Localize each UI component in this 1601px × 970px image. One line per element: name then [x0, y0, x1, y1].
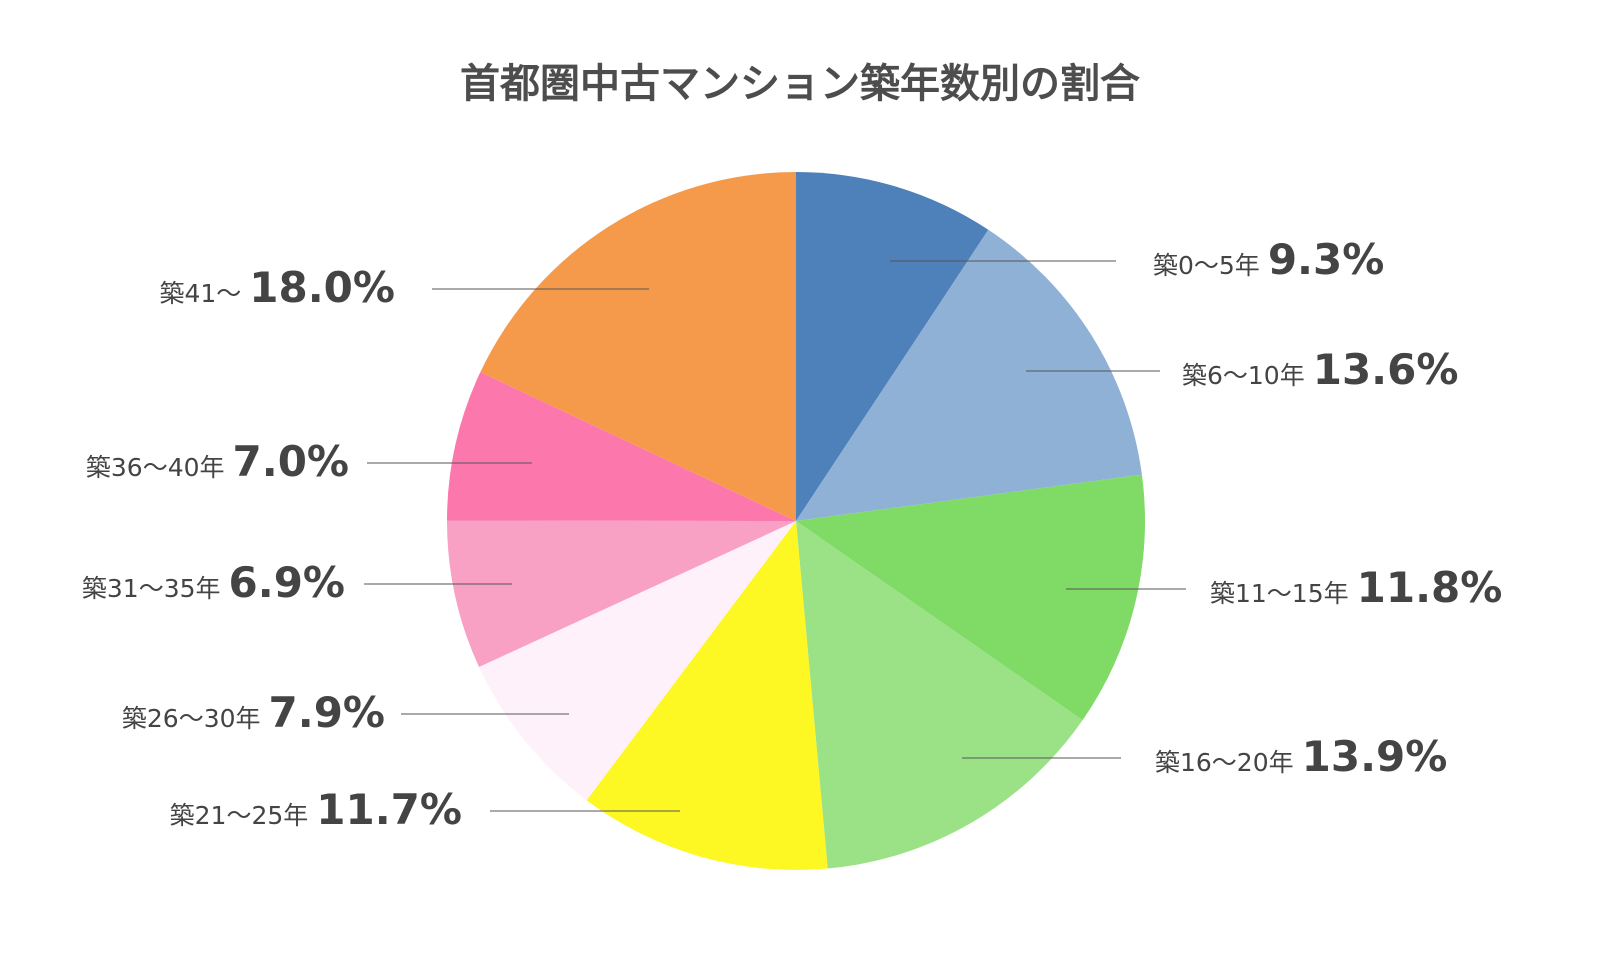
pie-slice-36-40: [447, 372, 796, 521]
pie-slice-21-25: [586, 521, 828, 871]
slice-labels: 築0〜5年 9.3% 築6〜10年 13.6% 築11〜15年 11.8% 築16〜20年 1…: [82, 235, 1502, 834]
category-label-0-5: 築0〜5年: [1153, 251, 1260, 280]
pie-slice-6-10: [796, 229, 1142, 522]
pie-slice-31-35: [446, 520, 796, 667]
pie-slice-0-5: [796, 172, 989, 521]
pie-slices: [446, 172, 1146, 871]
category-label-21-25: 築21〜25年: [170, 801, 309, 830]
category-label-16-20: 築16〜20年: [1155, 748, 1294, 777]
value-label-21-25: 11.7%: [316, 785, 462, 834]
value-label-31-35: 6.9%: [229, 558, 345, 607]
value-label-26-30: 7.9%: [269, 688, 385, 737]
category-label-41: 築41〜: [159, 279, 241, 308]
value-label-11-15: 11.8%: [1357, 563, 1503, 612]
category-label-31-35: 築31〜35年: [82, 574, 221, 603]
value-label-0-5: 9.3%: [1268, 235, 1384, 284]
slice-label-0-5: 築0〜5年 9.3%: [1153, 235, 1384, 284]
chart-title: 首都圏中古マンション築年数別の割合: [460, 61, 1140, 107]
pie-slice-11-15: [796, 474, 1146, 721]
value-label-36-40: 7.0%: [233, 437, 349, 486]
slice-label-41: 築41〜 18.0%: [159, 263, 395, 312]
slice-label-6-10: 築6〜10年 13.6%: [1182, 345, 1458, 394]
slice-label-31-35: 築31〜35年 6.9%: [82, 558, 345, 607]
pie-slice-26-30: [479, 521, 796, 801]
slice-label-21-25: 築21〜25年 11.7%: [170, 785, 462, 834]
pie-slice-16-20: [796, 521, 1083, 869]
slice-label-11-15: 築11〜15年 11.8%: [1210, 563, 1502, 612]
category-label-36-40: 築36〜40年: [86, 453, 225, 482]
category-label-6-10: 築6〜10年: [1182, 361, 1305, 390]
category-label-11-15: 築11〜15年: [1210, 579, 1349, 608]
value-label-41: 18.0%: [249, 263, 395, 312]
pie-slice-41: [480, 172, 796, 521]
slice-label-26-30: 築26〜30年 7.9%: [122, 688, 385, 737]
category-label-26-30: 築26〜30年: [122, 704, 261, 733]
leader-lines: [364, 260, 1186, 812]
slice-label-36-40: 築36〜40年 7.0%: [86, 437, 349, 486]
value-label-6-10: 13.6%: [1313, 345, 1459, 394]
slice-label-16-20: 築16〜20年 13.9%: [1155, 732, 1447, 781]
value-label-16-20: 13.9%: [1302, 732, 1448, 781]
